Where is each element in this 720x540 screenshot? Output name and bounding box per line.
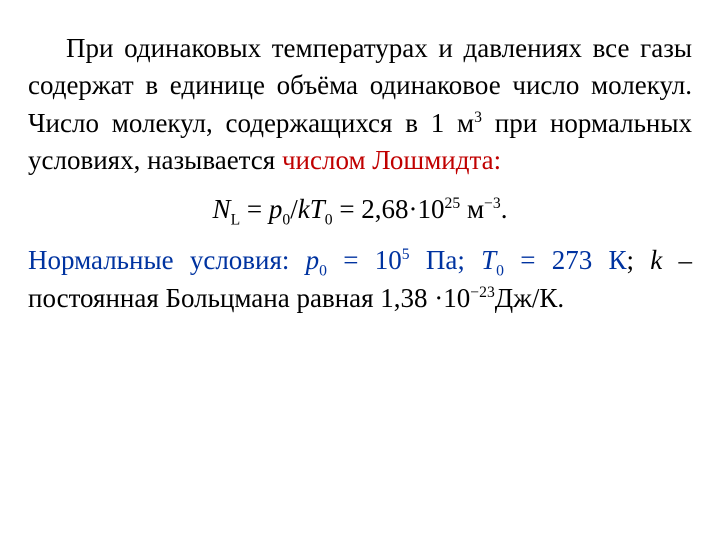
sym-T-2: T <box>481 245 496 275</box>
heading-normal-conditions: Нормальные условия <box>28 245 282 275</box>
paragraph-1: При одинаковых температурах и давлениях … <box>28 30 692 179</box>
sym-p-2: p <box>306 245 320 275</box>
sym-T: T <box>310 194 325 224</box>
formula-dot: . <box>501 194 508 224</box>
sym-p: p <box>269 194 283 224</box>
rest-b: Дж/К. <box>495 283 564 313</box>
unit-m: м <box>460 194 484 224</box>
exp-25: 25 <box>445 195 461 212</box>
sub-0-T2: 0 <box>496 263 504 280</box>
paragraph-2: Нормальные условия: p0 = 105 Па; T0 = 27… <box>28 242 692 317</box>
eq1: = <box>240 194 269 224</box>
slide: При одинаковых температурах и давлениях … <box>0 0 720 540</box>
formula-loschmidt: NL = p0/kT0 = 2,68·1025 м−3. <box>28 191 692 228</box>
unit-Pa: Па; <box>410 245 482 275</box>
term-loschmidt: числом Лошмидта: <box>282 145 501 175</box>
sym-k: k <box>298 194 310 224</box>
sym-N: N <box>213 194 231 224</box>
exp-neg3: −3 <box>484 195 501 212</box>
eq2: = 2,68·10 <box>333 194 445 224</box>
sub-0-p2: 0 <box>319 263 327 280</box>
exp-5: 5 <box>402 246 410 263</box>
semi: ; <box>626 245 650 275</box>
sub-0-T: 0 <box>325 211 333 228</box>
colon: : <box>282 245 306 275</box>
sym-k-2: k <box>650 245 662 275</box>
eq-p: = 10 <box>327 245 402 275</box>
slash: / <box>290 194 298 224</box>
exp-neg23: −23 <box>470 284 495 301</box>
para1-sup3: 3 <box>474 109 482 126</box>
sub-L: L <box>231 211 241 228</box>
eq-T: = 273 К <box>504 245 627 275</box>
